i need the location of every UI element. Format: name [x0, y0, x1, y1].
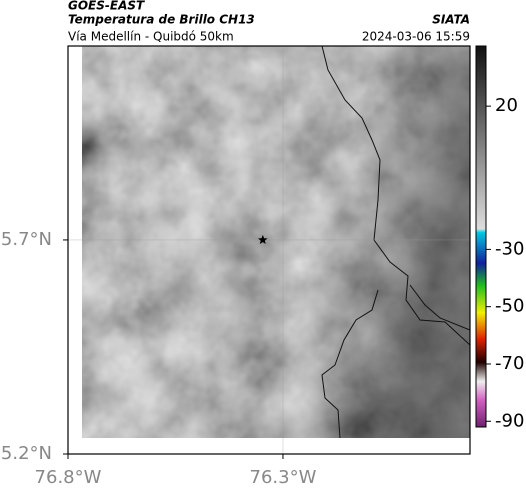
credit: SIATA: [432, 13, 470, 27]
title: Temperatura de Brillo CH13: [68, 13, 255, 27]
colorbar: [475, 45, 487, 428]
colorbar-tick-label: -30: [495, 238, 524, 259]
x-tick-label: 76.8°W: [35, 467, 102, 488]
y-tick-label: 5.2°N: [1, 443, 52, 464]
colorbar-tick-label: -50: [495, 296, 524, 317]
y-tick-label: 5.7°N: [1, 229, 52, 250]
colorbar-tick-label: -90: [495, 410, 524, 431]
map-image: [82, 46, 470, 439]
map-frame: [67, 45, 471, 455]
route: Vía Medellín - Quibdó 50km: [68, 30, 234, 44]
x-tick-label: 76.3°W: [250, 467, 317, 488]
coastline: [321, 46, 470, 439]
source: GOES-EAST: [68, 0, 145, 13]
timestamp: 2024-03-06 15:59: [362, 30, 470, 44]
location-marker: [258, 234, 268, 244]
colorbar-tick-label: -70: [495, 353, 524, 374]
colorbar-tick-label: 20: [495, 95, 518, 116]
